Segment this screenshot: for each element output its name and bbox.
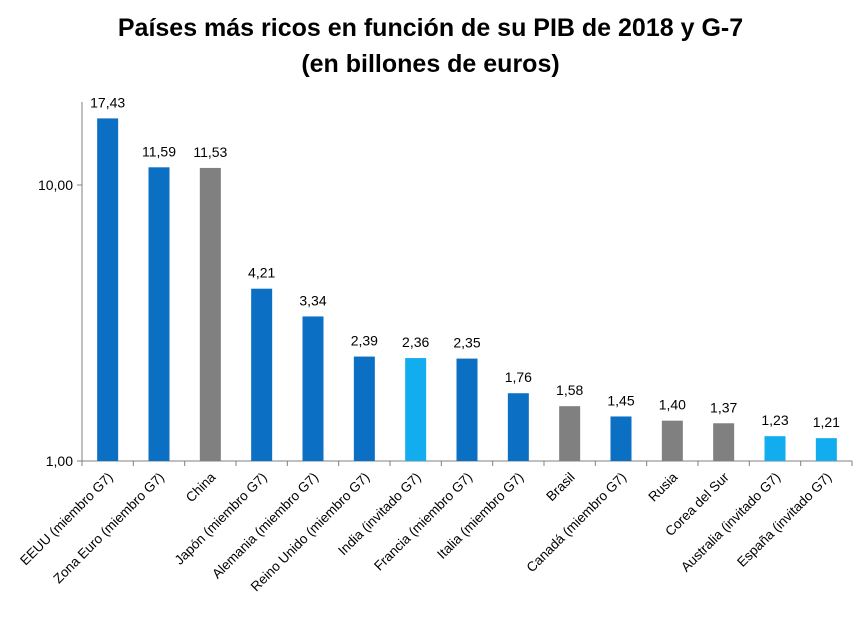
- bar: [353, 356, 375, 461]
- bar: [713, 423, 735, 461]
- category-label: Alemania (miembro G7): [209, 470, 321, 582]
- data-label: 2,36: [402, 334, 429, 350]
- bar: [405, 358, 427, 461]
- data-label: 1,23: [761, 412, 788, 428]
- data-label: 3,34: [299, 292, 326, 308]
- data-label: 2,35: [453, 335, 480, 351]
- y-tick-label: 10,00: [38, 177, 73, 193]
- category-labels: EEUU (miembro G7)Zona Euro (miembro G7) C…: [17, 469, 834, 594]
- data-label: 1,37: [710, 399, 737, 415]
- bar: [610, 416, 632, 461]
- bar: [251, 288, 273, 461]
- y-axis: 1,00 10,00: [38, 101, 83, 469]
- category-label: Rusia: [645, 469, 680, 504]
- data-label: 1,76: [505, 369, 532, 385]
- data-label: 1,45: [607, 392, 634, 408]
- data-label: 17,43: [90, 94, 125, 110]
- y-tick-label: 1,00: [46, 453, 73, 469]
- category-label: China: [183, 469, 219, 505]
- data-label: 1,58: [556, 382, 583, 398]
- category-label: Canadá (miembro G7): [524, 470, 630, 576]
- data-label: 2,39: [351, 333, 378, 349]
- chart-title: Países más ricos en función de su PIB de…: [0, 10, 861, 82]
- data-labels: 17,43 11,59 11,53 4,21 3,34 2,39 2,36 2,35 1,76 1…: [90, 94, 840, 430]
- x-axis: [81, 460, 853, 466]
- data-label: 1,40: [659, 397, 686, 413]
- bar: [764, 436, 786, 461]
- data-label: 1,21: [813, 414, 840, 430]
- bar: [559, 406, 581, 461]
- bar: [456, 358, 478, 461]
- data-label: 11,53: [193, 144, 227, 160]
- bar: [302, 316, 324, 461]
- category-label: EEUU (miembro G7): [17, 470, 116, 569]
- category-label: Francia (miembro G7): [371, 470, 475, 574]
- bar: [507, 393, 529, 461]
- bar: [199, 167, 221, 461]
- chart-title-line2: (en billones de euros): [301, 50, 560, 78]
- chart-title-line1: Países más ricos en función de su PIB de…: [117, 14, 744, 42]
- category-label: Japón (miembro G7): [172, 470, 270, 568]
- bar: [148, 167, 170, 461]
- data-label: 4,21: [248, 265, 275, 281]
- data-label: 11,59: [142, 143, 176, 159]
- category-label: España (invitado G7): [734, 470, 834, 570]
- bar: [97, 118, 119, 462]
- bar: [815, 438, 837, 461]
- bar: [661, 420, 683, 461]
- category-label: Australia (invitado G7): [678, 470, 783, 575]
- category-label: Italia (miembro G7): [434, 470, 526, 562]
- bars: [97, 118, 837, 462]
- category-label: Brasil: [543, 470, 577, 504]
